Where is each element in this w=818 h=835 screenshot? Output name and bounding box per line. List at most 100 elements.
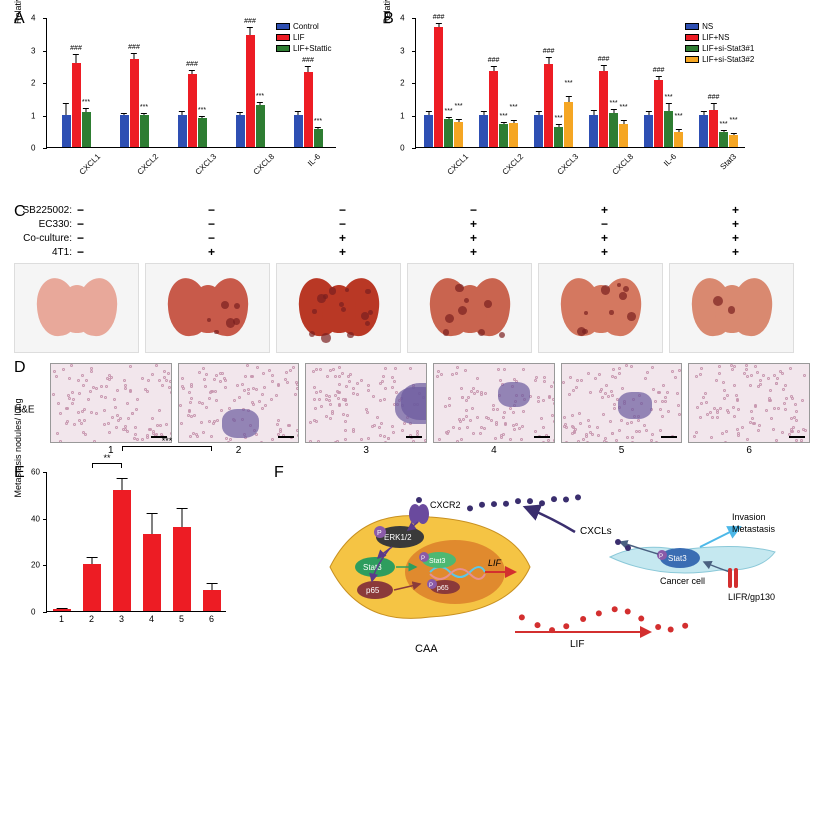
panel-e: E Metastasis nodules/ lung0204060123456*… bbox=[10, 464, 270, 664]
sig-star: *** bbox=[564, 80, 572, 87]
legend-item: LIF+Stattic bbox=[276, 44, 331, 53]
panel-d-label: D bbox=[14, 359, 26, 377]
lung-image bbox=[276, 263, 401, 353]
sig-star: *** bbox=[499, 113, 507, 120]
x-label: CXCL3 bbox=[555, 152, 580, 177]
treatment-cell: + bbox=[542, 203, 667, 217]
svg-text:p65: p65 bbox=[437, 585, 449, 592]
bar bbox=[699, 115, 708, 148]
x-label: 1 bbox=[59, 614, 64, 624]
sig-hash: ### bbox=[70, 45, 82, 52]
x-label: Stat3 bbox=[718, 152, 738, 172]
svg-text:p65: p65 bbox=[366, 586, 380, 595]
treatment-cell: + bbox=[411, 245, 536, 259]
x-label: CXCL1 bbox=[78, 152, 103, 177]
legend: NSLIF+NSLIF+si-Stat3#1LIF+si-Stat3#2 bbox=[685, 22, 754, 66]
bar bbox=[188, 74, 197, 147]
bar bbox=[664, 111, 673, 147]
bar bbox=[644, 115, 653, 148]
treatment-row: EC330:−−−+−+ bbox=[10, 217, 810, 231]
scale-bar bbox=[278, 436, 294, 438]
svg-text:LIFR/gp130: LIFR/gp130 bbox=[728, 592, 775, 602]
treatment-cell: + bbox=[411, 217, 536, 231]
he-image bbox=[305, 363, 427, 443]
svg-text:Stat3: Stat3 bbox=[429, 558, 445, 565]
he-image bbox=[433, 363, 555, 443]
sig-star: *** bbox=[509, 104, 517, 111]
bar bbox=[314, 129, 323, 147]
bar bbox=[113, 490, 131, 611]
svg-text:ERK1/2: ERK1/2 bbox=[384, 533, 412, 542]
x-label: CXCL2 bbox=[136, 152, 161, 177]
panel-c: C SB225002:−−−−++EC330:−−−+−+Co-culture:… bbox=[10, 203, 810, 353]
sig-star: *** bbox=[82, 99, 90, 106]
x-label: CXCL2 bbox=[500, 152, 525, 177]
sig-star: *** bbox=[674, 113, 682, 120]
treatment-cell: + bbox=[149, 245, 274, 259]
bar bbox=[489, 71, 498, 147]
legend-item: LIF+si-Stat3#1 bbox=[685, 44, 754, 53]
bar bbox=[564, 102, 573, 148]
svg-text:Invasion: Invasion bbox=[732, 512, 766, 522]
sig-hash: ### bbox=[244, 18, 256, 25]
bar bbox=[82, 112, 91, 147]
bar bbox=[203, 590, 221, 611]
bar bbox=[554, 127, 563, 147]
lung-image bbox=[538, 263, 663, 353]
x-label: CXCL3 bbox=[194, 152, 219, 177]
treatment-cell: − bbox=[542, 217, 667, 231]
lung-image bbox=[14, 263, 139, 353]
he-image bbox=[561, 363, 683, 443]
lung-image bbox=[145, 263, 270, 353]
treatment-row: 4T1:−+++++ bbox=[10, 245, 810, 259]
treatment-grid: SB225002:−−−−++EC330:−−−+−+Co-culture:−−… bbox=[10, 203, 810, 259]
sig-star: *** bbox=[729, 117, 737, 124]
x-label: 5 bbox=[179, 614, 184, 624]
bar bbox=[434, 27, 443, 147]
he-image bbox=[688, 363, 810, 443]
svg-text:P: P bbox=[659, 554, 663, 560]
sig-hash: ### bbox=[653, 67, 665, 74]
sig-star: *** bbox=[444, 108, 452, 115]
svg-text:CXCLs: CXCLs bbox=[580, 526, 612, 537]
sig-hash: ### bbox=[543, 48, 555, 55]
chart-e: Metastasis nodules/ lung0204060123456***… bbox=[46, 472, 270, 612]
y-axis-label: Relative mRNA expression level bbox=[382, 0, 392, 24]
treatment-row: Co-culture:−−++++ bbox=[10, 231, 810, 245]
bar bbox=[499, 124, 508, 147]
sig-hash: ### bbox=[302, 57, 314, 64]
treatment-cell: + bbox=[673, 245, 798, 259]
bar bbox=[619, 124, 628, 147]
y-axis-label: Metastasis nodules/ lung bbox=[13, 398, 23, 497]
bar bbox=[719, 132, 728, 147]
he-number: 6 bbox=[688, 445, 810, 456]
sig-label: *** bbox=[162, 436, 173, 446]
sig-hash: ### bbox=[433, 14, 445, 21]
x-label: 3 bbox=[119, 614, 124, 624]
x-label: IL-6 bbox=[306, 152, 322, 168]
treatment-label: 4T1: bbox=[10, 247, 76, 258]
bar bbox=[246, 35, 255, 147]
bar bbox=[599, 71, 608, 147]
scale-bar bbox=[661, 436, 677, 438]
svg-text:Metastasis: Metastasis bbox=[732, 524, 776, 534]
scale-bar bbox=[534, 436, 550, 438]
plot-area: 0204060123456***** bbox=[46, 472, 226, 612]
sig-bracket bbox=[92, 463, 122, 464]
treatment-cell: + bbox=[411, 231, 536, 245]
sig-hash: ### bbox=[128, 44, 140, 51]
treatment-cell: + bbox=[280, 231, 405, 245]
panel-b: B Relative mRNA expression level01234CXC… bbox=[379, 10, 808, 195]
panel-d: D H&E 123456 bbox=[10, 363, 810, 456]
bar bbox=[83, 564, 101, 611]
legend-item: LIF bbox=[276, 33, 331, 42]
bar bbox=[173, 527, 191, 611]
sig-hash: ### bbox=[708, 94, 720, 101]
treatment-cell: + bbox=[673, 231, 798, 245]
schematic-svg: LIFCXCR2ERK1/2PStat3p65Stat3Pp65PLIFCXCL… bbox=[320, 472, 780, 657]
svg-text:P: P bbox=[421, 556, 425, 562]
bar bbox=[130, 59, 139, 147]
he-number: 3 bbox=[305, 445, 427, 456]
bar bbox=[120, 115, 129, 148]
x-label: CXCL8 bbox=[252, 152, 277, 177]
